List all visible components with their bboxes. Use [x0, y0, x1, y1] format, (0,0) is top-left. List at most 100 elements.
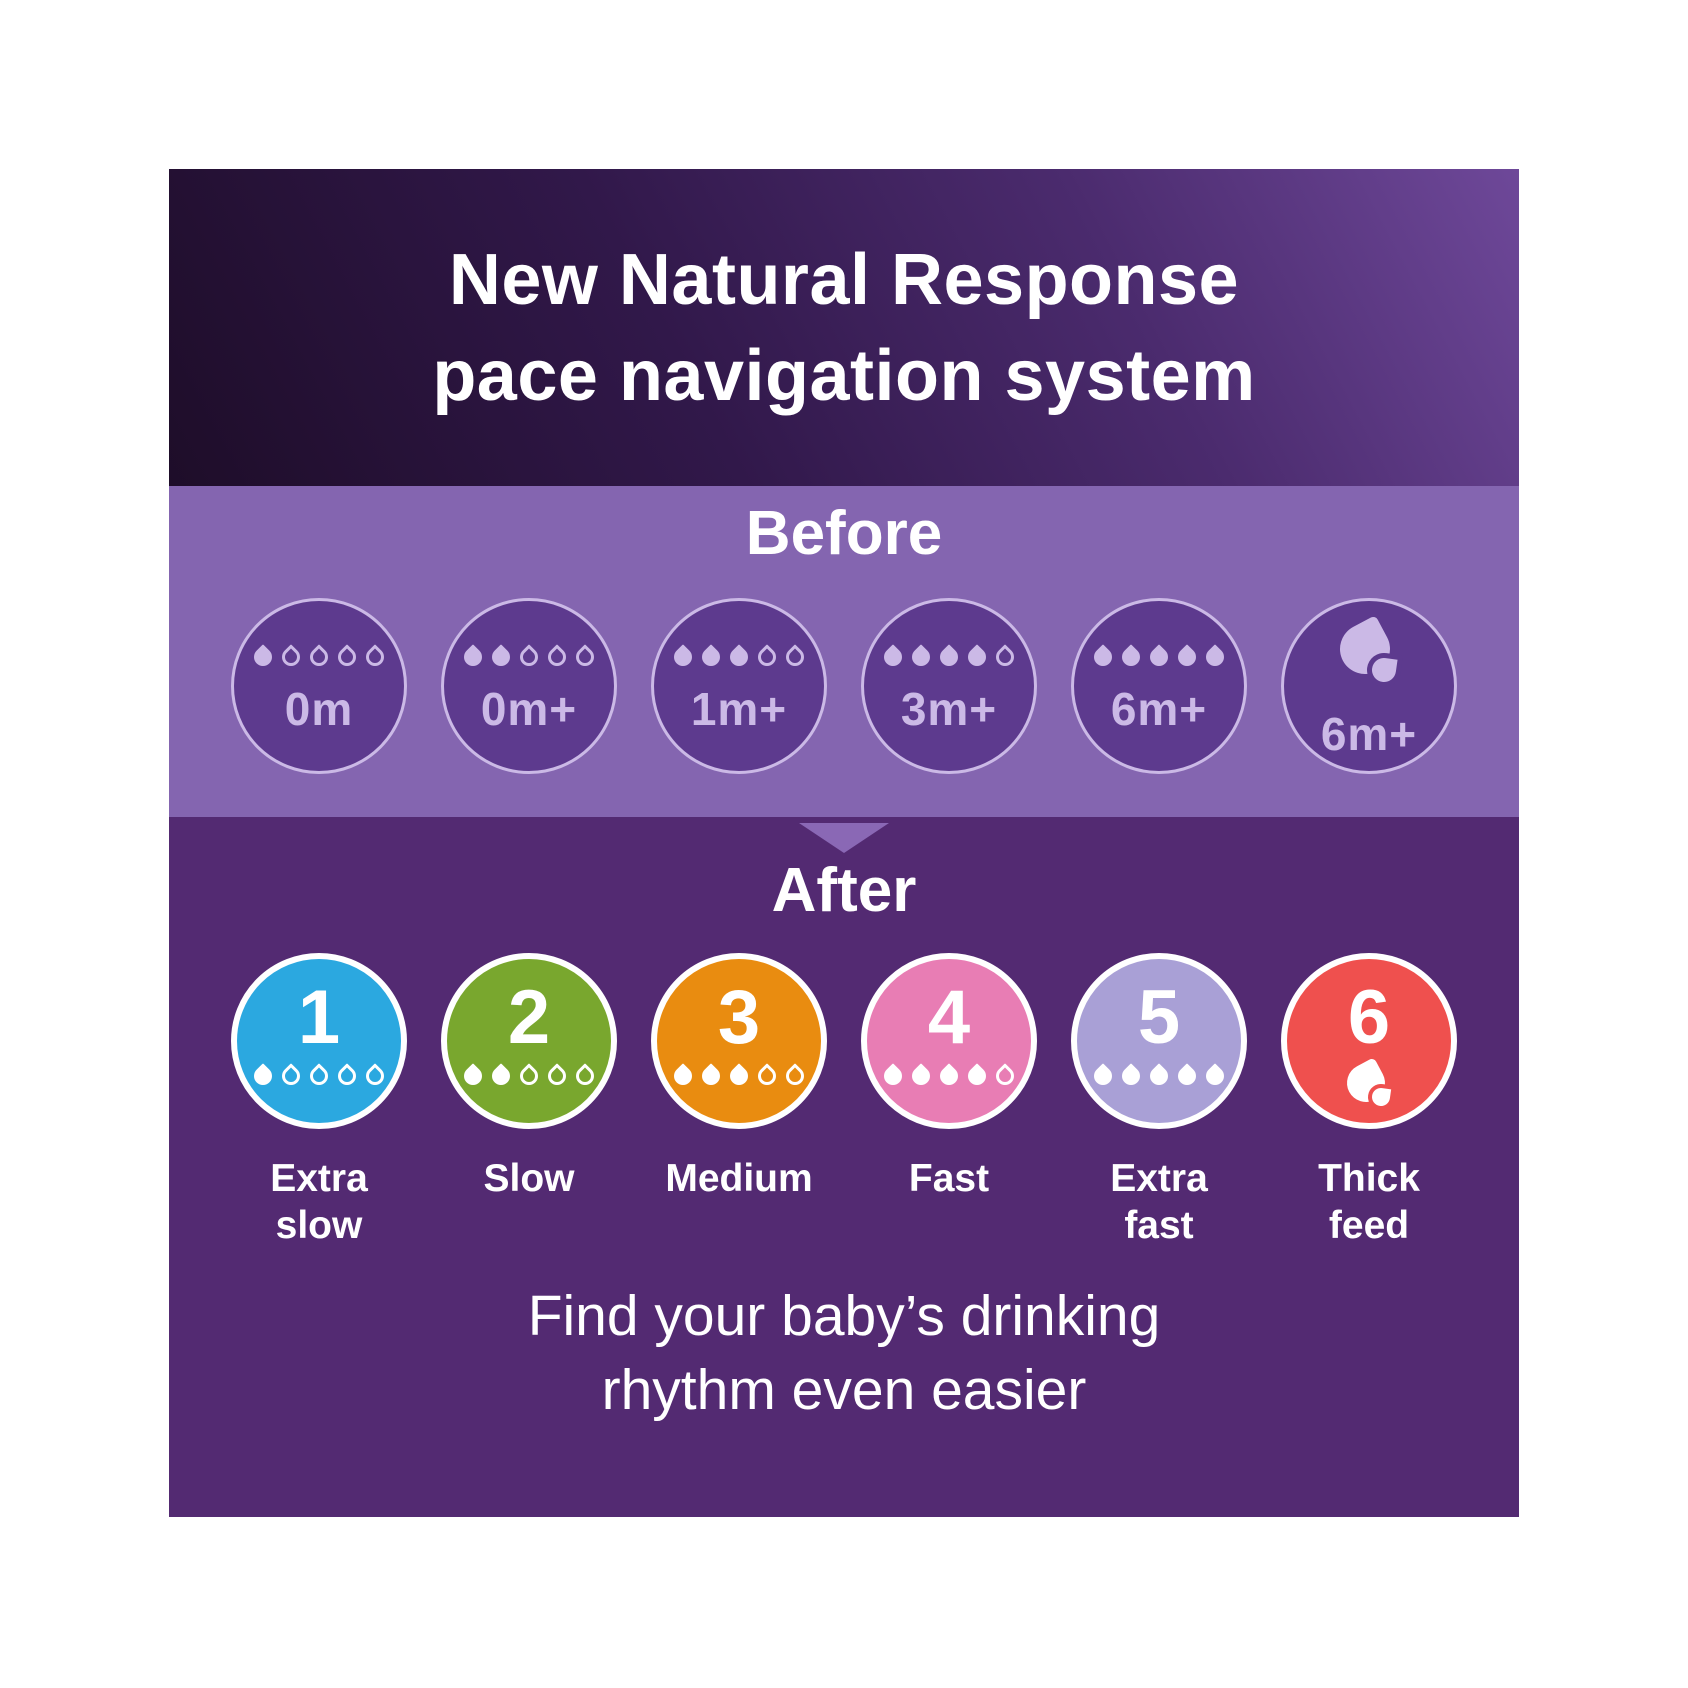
droplet-filled-icon [1118, 644, 1144, 670]
before-flow-circle-6m-plus: 6m+ [1071, 598, 1247, 774]
down-arrow-icon [799, 823, 889, 853]
droplet-empty-icon [754, 644, 780, 670]
flow-circle-5: 5 [1071, 953, 1247, 1129]
age-label: 1m+ [690, 683, 788, 735]
age-label: 6m+ [1320, 708, 1418, 760]
before-flow-circle-3m-plus: 3m+ [861, 598, 1037, 774]
droplet-filled-icon [1146, 644, 1172, 670]
thick-feed-drop-icon [1331, 615, 1407, 690]
before-flow-circle-0m: 0m [231, 598, 407, 774]
footer-tagline: Find your baby’s drinking rhythm even ea… [169, 1279, 1519, 1427]
flow-label: Extra fast [1110, 1157, 1208, 1247]
flow-label: Fast [908, 1157, 990, 1200]
flow-circle-4: 4 [861, 953, 1037, 1129]
droplet-filled-icon [1174, 644, 1200, 670]
flow-circle-6: 6 [1281, 953, 1457, 1129]
after-item-slow: 2 Slow [441, 953, 617, 1249]
flow-label: Extra slow [270, 1157, 368, 1247]
age-label: 3m+ [900, 683, 998, 735]
droplet-filled-icon [964, 1063, 990, 1089]
droplet-meter [460, 1061, 598, 1091]
droplet-filled-icon [488, 1063, 514, 1089]
droplet-filled-icon [460, 644, 486, 670]
droplet-empty-icon [782, 644, 808, 670]
infographic-panel: New Natural Response pace navigation sys… [169, 169, 1519, 1517]
droplet-empty-icon [306, 1063, 332, 1089]
droplet-empty-icon [362, 644, 388, 670]
flow-number: 3 [717, 975, 761, 1060]
after-item-extra-slow: 1 Extra slow [231, 953, 407, 1249]
droplet-meter [460, 642, 598, 672]
droplet-filled-icon [1090, 1063, 1116, 1089]
flow-number: 1 [297, 975, 341, 1060]
flow-label: Thick feed [1318, 1157, 1420, 1247]
page-title-line-1: New Natural Response [448, 239, 1240, 320]
droplet-filled-icon [1174, 1063, 1200, 1089]
page-title: New Natural Response pace navigation sys… [169, 232, 1519, 424]
droplet-filled-icon [670, 1063, 696, 1089]
droplet-empty-icon [278, 644, 304, 670]
droplet-filled-icon [1090, 644, 1116, 670]
droplet-meter [880, 642, 1018, 672]
droplet-meter [250, 642, 388, 672]
droplet-empty-icon [572, 644, 598, 670]
droplet-meter [670, 642, 808, 672]
droplet-filled-icon [670, 644, 696, 670]
droplet-filled-icon [460, 1063, 486, 1089]
droplet-meter [880, 1061, 1018, 1091]
droplet-meter [1090, 642, 1228, 672]
droplet-empty-icon [572, 1063, 598, 1089]
flow-number: 4 [927, 975, 971, 1060]
age-label: 6m+ [1110, 683, 1208, 735]
droplet-empty-icon [754, 1063, 780, 1089]
droplet-filled-icon [726, 644, 752, 670]
droplet-empty-icon [362, 1063, 388, 1089]
after-item-thick-feed: 6 Thick feed [1281, 953, 1457, 1249]
droplet-empty-icon [334, 1063, 360, 1089]
before-flow-circle-0m-plus: 0m+ [441, 598, 617, 774]
droplet-filled-icon [908, 1063, 934, 1089]
flow-number: 5 [1137, 975, 1181, 1060]
droplet-filled-icon [936, 1063, 962, 1089]
droplet-filled-icon [488, 644, 514, 670]
droplet-empty-icon [278, 1063, 304, 1089]
droplet-filled-icon [880, 1063, 906, 1089]
after-heading: After [771, 856, 917, 925]
page-title-line-2: pace navigation system [432, 335, 1256, 416]
before-flow-circle-thick-feed: 6m+ [1281, 598, 1457, 774]
flow-circle-3: 3 [651, 953, 827, 1129]
droplet-empty-icon [992, 644, 1018, 670]
after-item-extra-fast: 5 Extra fast [1071, 953, 1247, 1249]
droplet-filled-icon [964, 644, 990, 670]
droplet-filled-icon [698, 644, 724, 670]
after-circles-row: 1 Extra slow 2 Slow 3 [169, 953, 1519, 1249]
before-section: Before 0m 0m+ 1m+ 3m+ [169, 486, 1519, 817]
droplet-filled-icon [250, 1063, 276, 1089]
before-flow-circle-1m-plus: 1m+ [651, 598, 827, 774]
flow-number: 6 [1347, 975, 1391, 1060]
droplet-empty-icon [544, 1063, 570, 1089]
droplet-empty-icon [306, 644, 332, 670]
flow-circle-1: 1 [231, 953, 407, 1129]
droplet-filled-icon [726, 1063, 752, 1089]
footer-line-2: rhythm even easier [601, 1358, 1087, 1422]
after-section: After 1 Extra slow 2 Slow [169, 817, 1519, 1517]
droplet-meter [670, 1061, 808, 1091]
droplet-empty-icon [334, 644, 360, 670]
droplet-empty-icon [544, 644, 570, 670]
droplet-filled-icon [1118, 1063, 1144, 1089]
header-section: New Natural Response pace navigation sys… [169, 169, 1519, 486]
droplet-filled-icon [1146, 1063, 1172, 1089]
droplet-filled-icon [698, 1063, 724, 1089]
flow-circle-2: 2 [441, 953, 617, 1129]
droplet-filled-icon [880, 644, 906, 670]
droplet-empty-icon [516, 644, 542, 670]
droplet-filled-icon [1202, 1063, 1228, 1089]
droplet-filled-icon [1202, 644, 1228, 670]
flow-number: 2 [507, 975, 551, 1060]
droplet-empty-icon [516, 1063, 542, 1089]
droplet-meter [1090, 1061, 1228, 1091]
droplet-filled-icon [936, 644, 962, 670]
age-label: 0m [284, 683, 354, 735]
droplet-empty-icon [782, 1063, 808, 1089]
